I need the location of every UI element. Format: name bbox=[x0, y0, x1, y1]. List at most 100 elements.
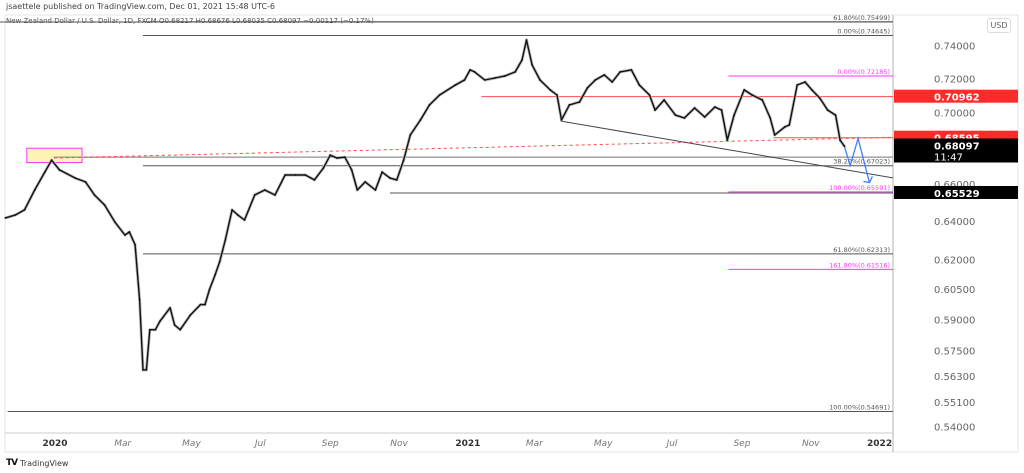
tradingview-logo-icon: TV bbox=[6, 458, 18, 468]
price-point bbox=[214, 273, 217, 276]
price-point bbox=[236, 214, 239, 216]
fib-level-label: 100.00%(0.54691) bbox=[829, 404, 890, 412]
price-point bbox=[329, 154, 332, 157]
price-label: 0.70962 bbox=[934, 93, 980, 104]
price-point bbox=[313, 179, 316, 181]
price-point bbox=[84, 181, 87, 183]
price-point bbox=[560, 119, 563, 121]
price-point bbox=[483, 79, 486, 81]
price-point bbox=[93, 194, 96, 196]
price-point bbox=[243, 219, 246, 221]
price-point bbox=[843, 145, 846, 148]
price-tick-label: 0.74000 bbox=[934, 42, 975, 53]
price-point bbox=[402, 159, 405, 162]
price-point bbox=[208, 288, 211, 291]
price-line bbox=[5, 39, 846, 371]
price-point bbox=[463, 79, 466, 81]
time-tick-label: 2022 bbox=[867, 439, 892, 449]
price-point bbox=[204, 303, 206, 306]
price-point bbox=[826, 109, 829, 111]
price-point bbox=[189, 314, 192, 316]
price-point bbox=[231, 208, 233, 211]
price-point bbox=[663, 99, 666, 101]
price-point bbox=[336, 157, 338, 159]
price-point bbox=[504, 75, 506, 77]
price-tick-label: 0.54000 bbox=[934, 422, 975, 433]
fib-level-label: 61.80%(0.75499) bbox=[833, 14, 890, 22]
price-point bbox=[33, 189, 36, 191]
footer-brand[interactable]: TradingView bbox=[20, 458, 69, 468]
price-series bbox=[4, 38, 846, 372]
price-point bbox=[43, 171, 46, 174]
price-point bbox=[810, 89, 813, 91]
price-point bbox=[549, 89, 552, 91]
price-point bbox=[454, 84, 457, 86]
price-point bbox=[218, 260, 221, 263]
time-tick-label: 2021 bbox=[455, 439, 480, 449]
chart-frame bbox=[4, 14, 1019, 453]
price-tick-label: 0.62000 bbox=[934, 255, 975, 266]
time-tick-label: Sep bbox=[733, 439, 750, 449]
price-point bbox=[350, 169, 353, 171]
price-point bbox=[134, 243, 136, 246]
price-point bbox=[539, 79, 541, 81]
time-tick-label: Sep bbox=[322, 439, 339, 449]
price-label: 0.65529 bbox=[934, 189, 980, 200]
price-point bbox=[145, 368, 148, 371]
time-tick-label: Mar bbox=[526, 439, 544, 449]
price-point bbox=[113, 221, 116, 223]
price-point bbox=[50, 159, 53, 162]
price-point bbox=[294, 174, 297, 176]
price-point bbox=[138, 298, 141, 301]
price-point bbox=[343, 156, 346, 159]
price-point bbox=[818, 97, 821, 99]
price-tick-label: 0.55100 bbox=[934, 398, 975, 409]
time-tick-label: 2020 bbox=[42, 439, 67, 449]
price-point bbox=[683, 117, 686, 119]
price-point bbox=[796, 84, 799, 86]
price-label-box bbox=[894, 89, 1018, 103]
time-tick-label: Nov bbox=[390, 439, 408, 449]
price-tick-label: 0.72000 bbox=[934, 75, 975, 86]
time-tick-label: Jul bbox=[253, 439, 266, 449]
price-point bbox=[521, 59, 523, 61]
price-point bbox=[773, 134, 776, 136]
price-point bbox=[804, 81, 807, 83]
price-tick-label: 0.70000 bbox=[934, 109, 975, 120]
price-point bbox=[124, 234, 126, 236]
trendline bbox=[560, 120, 894, 179]
price-point bbox=[578, 101, 581, 103]
highlight-box bbox=[26, 147, 83, 164]
price-point bbox=[473, 71, 476, 73]
price-point bbox=[703, 116, 706, 118]
price-point bbox=[428, 104, 431, 106]
price-point bbox=[274, 194, 276, 196]
price-point bbox=[556, 94, 558, 96]
last-price-box bbox=[894, 138, 1018, 163]
price-point bbox=[638, 84, 641, 86]
fib-level-label: 161.80%(0.61516) bbox=[829, 261, 890, 269]
price-point bbox=[148, 328, 151, 331]
price-point bbox=[159, 320, 161, 323]
price-point bbox=[531, 64, 534, 66]
price-point bbox=[839, 139, 841, 141]
price-point bbox=[356, 189, 359, 191]
fib-level-label: 0.00%(0.72185) bbox=[837, 68, 890, 76]
price-point bbox=[654, 109, 656, 111]
price-tick-label: 0.56300 bbox=[934, 372, 975, 383]
price-label-box bbox=[894, 185, 1018, 199]
price-point bbox=[419, 119, 422, 121]
price-point bbox=[304, 174, 307, 176]
time-tick-label: Jul bbox=[665, 439, 678, 449]
price-point bbox=[733, 114, 735, 116]
price-point bbox=[381, 171, 384, 174]
price-point bbox=[128, 231, 131, 233]
bar-countdown-label: 11:47 bbox=[934, 153, 963, 164]
price-point bbox=[103, 204, 106, 206]
price-point bbox=[568, 104, 571, 106]
price-point bbox=[438, 94, 441, 96]
fib-level-label: 61.80%(0.62313) bbox=[833, 246, 890, 254]
symbol-ohlc-legend: New Zealand Dollar / U.S. Dollar, 1D, FX… bbox=[6, 17, 374, 25]
currency-button[interactable]: USD bbox=[987, 18, 1011, 33]
